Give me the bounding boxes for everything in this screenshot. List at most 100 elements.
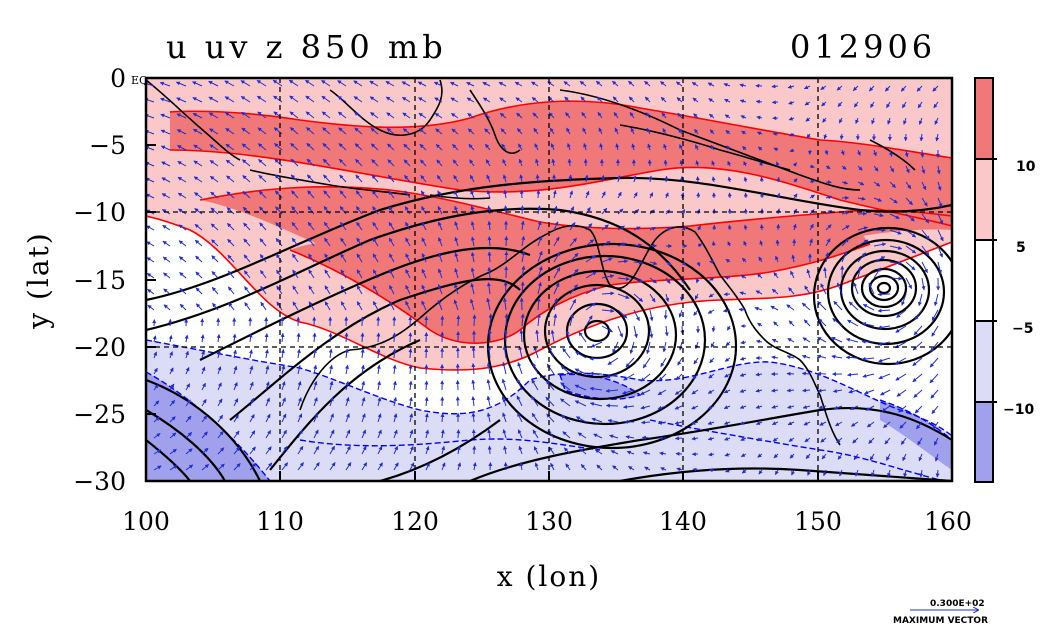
wind-vector — [372, 269, 379, 279]
wind-vector — [437, 221, 443, 231]
wind-vector — [389, 300, 395, 311]
wind-vector — [857, 181, 865, 186]
wind-vector — [707, 405, 715, 410]
wind-vector — [804, 285, 811, 295]
wind-vector — [146, 82, 155, 87]
wind-vector — [502, 158, 507, 167]
wind-vector — [265, 429, 272, 439]
wind-vector — [550, 143, 555, 151]
wind-vector — [847, 319, 859, 327]
wind-vector — [873, 267, 881, 279]
wind-vector — [292, 269, 299, 279]
wind-vector — [296, 348, 301, 359]
wind-vector — [313, 380, 318, 391]
wind-vector — [209, 144, 219, 151]
wind-vector — [249, 446, 256, 455]
wind-vector — [694, 128, 699, 135]
wind-vector — [339, 190, 347, 199]
wind-vector — [657, 420, 667, 425]
wind-vector — [849, 405, 859, 410]
equator-label: EQ — [131, 74, 148, 87]
wind-vector — [615, 143, 620, 151]
wind-vector — [409, 445, 414, 455]
wind-vector — [307, 237, 315, 247]
wind-vector — [241, 127, 251, 135]
wind-vector — [454, 205, 459, 215]
wind-vector — [633, 325, 638, 339]
wind-vector — [660, 81, 667, 87]
wind-vector — [371, 174, 379, 183]
wind-vector — [803, 319, 811, 327]
wind-vector — [693, 309, 699, 316]
wind-vector — [193, 160, 203, 167]
wind-vector — [470, 251, 475, 263]
wind-vector — [226, 223, 235, 231]
wind-vector — [388, 190, 395, 199]
wind-vector — [772, 437, 779, 442]
wind-vector — [809, 179, 816, 184]
wind-vector — [193, 144, 203, 151]
x-tick-label: 120 — [391, 507, 439, 536]
wind-vector — [824, 149, 829, 156]
wind-vector — [421, 206, 427, 215]
wind-vector — [583, 143, 588, 151]
wind-vector — [321, 111, 331, 119]
wind-vector — [803, 85, 811, 90]
wind-vector — [536, 297, 541, 311]
wind-vector — [574, 368, 587, 375]
wind-vector — [393, 396, 398, 407]
wind-vector — [208, 112, 219, 119]
wind-vector — [825, 165, 831, 170]
wind-vector — [371, 159, 379, 167]
wind-vector — [773, 272, 779, 279]
wind-vector — [792, 223, 797, 231]
wind-vector — [321, 95, 331, 103]
wind-vector — [675, 373, 683, 381]
wind-vector — [662, 341, 667, 353]
wind-vector — [259, 254, 267, 263]
wind-vector — [823, 267, 828, 279]
wind-vector — [344, 332, 349, 343]
wind-vector — [228, 302, 235, 311]
wind-vector — [931, 325, 939, 337]
wind-vector — [836, 85, 843, 91]
wind-vector — [471, 396, 476, 407]
wind-vector — [535, 158, 539, 167]
wind-vector — [517, 362, 523, 375]
wind-vector — [517, 128, 523, 135]
wind-vector — [418, 97, 427, 103]
wind-vector — [388, 237, 395, 247]
wind-vector — [708, 98, 715, 103]
wind-vector — [545, 380, 555, 391]
wind-vector — [825, 224, 832, 231]
wind-vector — [585, 255, 597, 263]
x-tick-label: 100 — [122, 507, 170, 536]
wind-vector — [937, 197, 943, 208]
wind-vector — [657, 389, 667, 396]
wind-vector — [873, 165, 879, 172]
wind-vector — [553, 236, 560, 247]
wind-vector — [776, 192, 781, 199]
wind-vector — [823, 133, 828, 140]
wind-vector — [487, 220, 492, 231]
wind-vector — [850, 421, 859, 427]
wind-vector — [257, 127, 267, 135]
wind-vector — [788, 437, 795, 442]
wind-vector — [361, 397, 366, 407]
wind-vector — [914, 405, 923, 414]
wind-vector — [740, 340, 747, 345]
y-axis-label: y (lat) — [22, 231, 55, 329]
wind-vector — [913, 389, 923, 398]
wind-vector — [831, 354, 843, 359]
wind-vector — [873, 213, 884, 218]
wind-vector — [567, 158, 572, 167]
wind-vector — [281, 413, 287, 423]
wind-vector — [405, 237, 411, 247]
y-tick-label: −25 — [73, 400, 126, 429]
wind-vector — [597, 111, 603, 119]
wind-vector — [845, 337, 859, 343]
wind-vector — [723, 389, 731, 394]
wind-vector — [275, 253, 283, 263]
wind-vector — [274, 143, 283, 151]
wind-vector — [201, 447, 209, 455]
